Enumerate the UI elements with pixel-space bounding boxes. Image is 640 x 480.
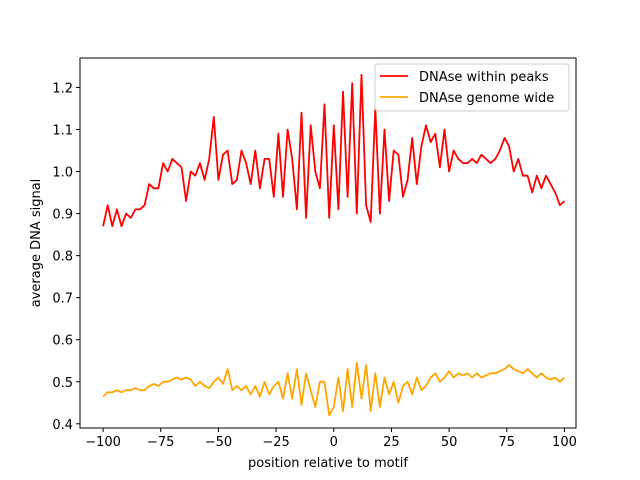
series-line-1	[102, 361, 566, 417]
y-tick-label: 0.9	[52, 208, 73, 223]
legend-box	[374, 63, 570, 112]
x-tick-label: −50	[205, 435, 232, 450]
y-tick-label: 0.6	[52, 334, 73, 349]
series-layer	[102, 73, 566, 417]
axes-frame	[79, 57, 577, 429]
y-tick-label: 1.0	[52, 166, 73, 181]
x-tick-label: 100	[552, 435, 577, 450]
x-tick-label: −75	[147, 435, 174, 450]
x-tick-label: 75	[499, 435, 516, 450]
y-axis-label: average DNA signal	[29, 179, 44, 308]
x-axis: −100 −75 −50 −25 0 25 50 75 100	[85, 428, 577, 450]
x-tick-label: 0	[330, 435, 338, 450]
legend: DNAse within peaks DNAse genome wide	[374, 63, 570, 112]
x-tick-label: 25	[383, 435, 400, 450]
x-tick-label: −25	[262, 435, 289, 450]
x-tick-label: 50	[441, 435, 458, 450]
legend-label-genome-wide: DNAse genome wide	[419, 91, 554, 106]
y-tick-label: 0.4	[52, 418, 73, 433]
series-line-0	[102, 73, 566, 228]
y-tick-label: 1.1	[52, 123, 73, 138]
y-tick-label: 0.8	[52, 250, 73, 265]
y-tick-label: 0.5	[52, 376, 73, 391]
legend-label-within-peaks: DNAse within peaks	[419, 70, 549, 85]
x-tick-label: −100	[85, 435, 121, 450]
y-tick-label: 1.2	[52, 81, 73, 96]
y-axis: 0.4 0.5 0.6 0.7 0.8 0.9 1.0 1.1 1.2	[52, 81, 80, 433]
x-axis-label: position relative to motif	[248, 456, 408, 471]
y-tick-label: 0.7	[52, 292, 73, 307]
